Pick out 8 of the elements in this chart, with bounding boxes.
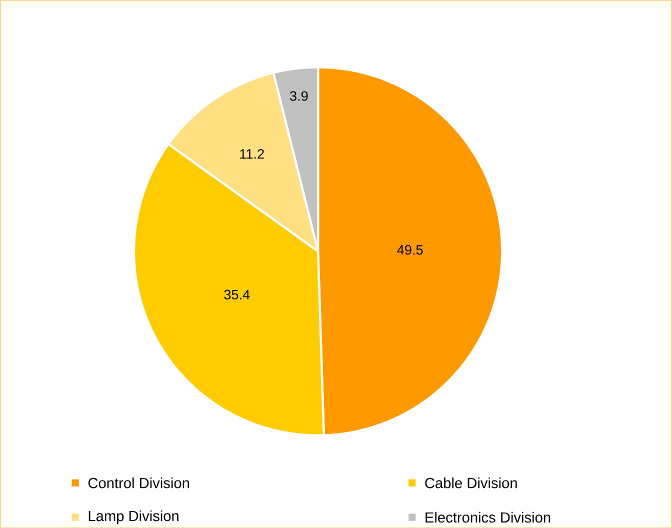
legend-label: Control Division: [88, 477, 189, 488]
data-label: 11.2: [240, 148, 264, 158]
legend-label: Electronics Division: [426, 512, 550, 522]
legend-label: Cable Division: [425, 477, 517, 488]
data-label: 35.4: [224, 290, 250, 300]
data-label: 49.5: [397, 244, 423, 254]
data-label: 3.9: [290, 91, 308, 101]
legend-label: Lamp Division: [88, 510, 178, 524]
